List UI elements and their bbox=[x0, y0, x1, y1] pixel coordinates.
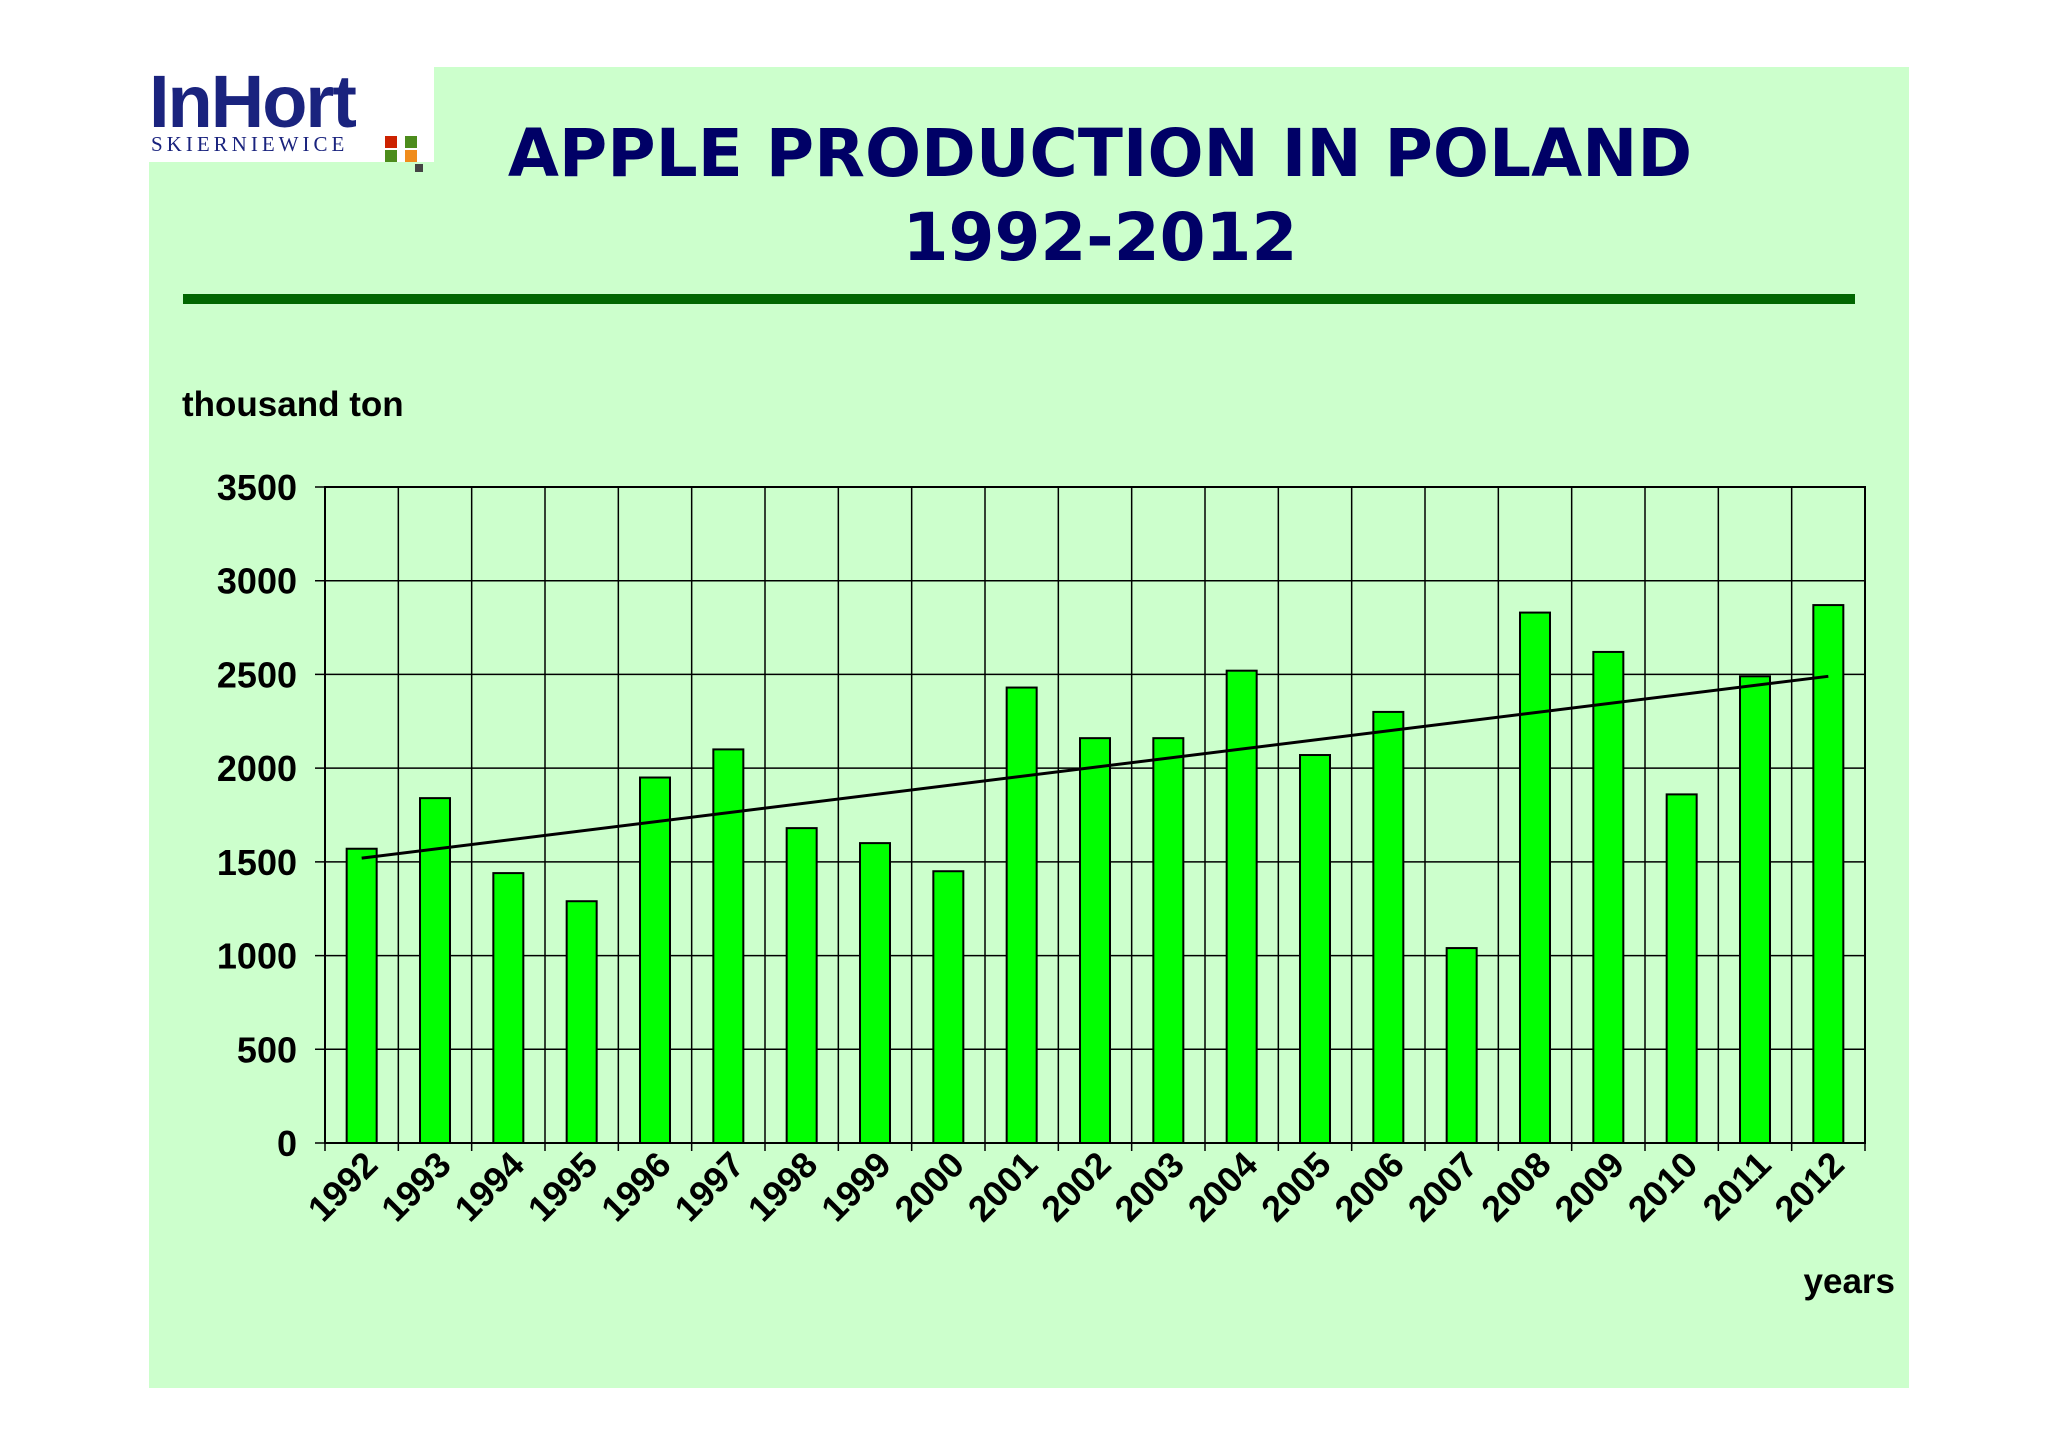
y-tick-label: 1000 bbox=[217, 936, 297, 977]
y-tick-label: 500 bbox=[237, 1029, 297, 1070]
bar-2003 bbox=[1152, 737, 1185, 1144]
logo-square-green-2 bbox=[385, 150, 397, 162]
x-tick-label: 2012 bbox=[1766, 1144, 1852, 1230]
bar-1995 bbox=[565, 900, 598, 1145]
x-tick-label: 2005 bbox=[1253, 1144, 1339, 1230]
y-tick-label: 3500 bbox=[217, 467, 297, 508]
bar-2010 bbox=[1665, 793, 1698, 1145]
logo-square-green bbox=[405, 136, 417, 148]
x-tick-label: 1992 bbox=[300, 1144, 386, 1230]
x-tick-label: 2000 bbox=[886, 1144, 972, 1230]
x-tick-label: 2010 bbox=[1620, 1144, 1706, 1230]
bar-1998 bbox=[785, 827, 818, 1144]
x-tick-label: 2003 bbox=[1106, 1144, 1192, 1230]
bar-1992 bbox=[345, 847, 378, 1144]
logo-square-dark bbox=[415, 164, 423, 172]
bar-1997 bbox=[712, 748, 745, 1145]
x-tick-label: 1994 bbox=[446, 1144, 532, 1230]
bar-1999 bbox=[859, 842, 891, 1144]
x-tick-label: 2011 bbox=[1694, 1144, 1778, 1228]
title-divider bbox=[183, 294, 1855, 304]
y-axis-label: thousand ton bbox=[182, 385, 404, 424]
bar-2011 bbox=[1739, 675, 1771, 1144]
bar-2005 bbox=[1299, 754, 1331, 1144]
x-tick-label: 2009 bbox=[1546, 1144, 1632, 1230]
y-tick-label: 2000 bbox=[217, 748, 297, 789]
logo-square-orange bbox=[405, 150, 417, 162]
y-tick-label: 1500 bbox=[217, 842, 297, 883]
y-tick-label: 3000 bbox=[217, 561, 297, 602]
bar-2012 bbox=[1812, 604, 1845, 1144]
bar-1994 bbox=[492, 872, 525, 1144]
x-tick-label: 2004 bbox=[1180, 1144, 1266, 1230]
x-tick-label: 1995 bbox=[520, 1144, 606, 1230]
bar-2006 bbox=[1372, 710, 1405, 1145]
trendline bbox=[361, 674, 1829, 860]
bar-2004 bbox=[1225, 669, 1258, 1144]
bar-2007 bbox=[1445, 947, 1478, 1144]
x-tick-label: 1996 bbox=[593, 1144, 679, 1230]
x-tick-label: 1997 bbox=[666, 1144, 752, 1230]
logo-square-red bbox=[385, 136, 397, 148]
page-title: APPLE PRODUCTION IN POLAND 1992-2012 bbox=[430, 112, 1770, 280]
logo-city: SKIERNIEWICE bbox=[151, 132, 349, 156]
x-tick-label: 1999 bbox=[813, 1144, 899, 1230]
x-tick-label: 2008 bbox=[1473, 1144, 1559, 1230]
inhort-logo: InHort SKIERNIEWICE bbox=[149, 60, 434, 172]
bar-1996 bbox=[639, 776, 671, 1144]
bar-1993 bbox=[419, 797, 451, 1144]
x-tick-label: 2007 bbox=[1400, 1144, 1486, 1230]
bar-2009 bbox=[1592, 650, 1625, 1144]
title-line-1: APPLE PRODUCTION IN POLAND bbox=[507, 115, 1693, 192]
logo-name: InHort bbox=[149, 60, 357, 143]
title-line-2: 1992-2012 bbox=[902, 199, 1298, 276]
bar-2002 bbox=[1079, 737, 1111, 1144]
x-tick-label: 2001 bbox=[960, 1144, 1046, 1230]
x-tick-label: 1998 bbox=[740, 1144, 826, 1230]
y-tick-label: 2500 bbox=[217, 654, 297, 695]
bar-2001 bbox=[1005, 686, 1038, 1144]
bar-2000 bbox=[932, 870, 965, 1144]
x-tick-label: 2006 bbox=[1326, 1144, 1412, 1230]
y-tick-label: 0 bbox=[277, 1123, 297, 1164]
x-tick-label: 2002 bbox=[1033, 1144, 1119, 1230]
bar-2008 bbox=[1519, 611, 1551, 1144]
x-axis-label: years bbox=[1803, 1262, 1895, 1301]
x-tick-label: 1993 bbox=[373, 1144, 459, 1230]
